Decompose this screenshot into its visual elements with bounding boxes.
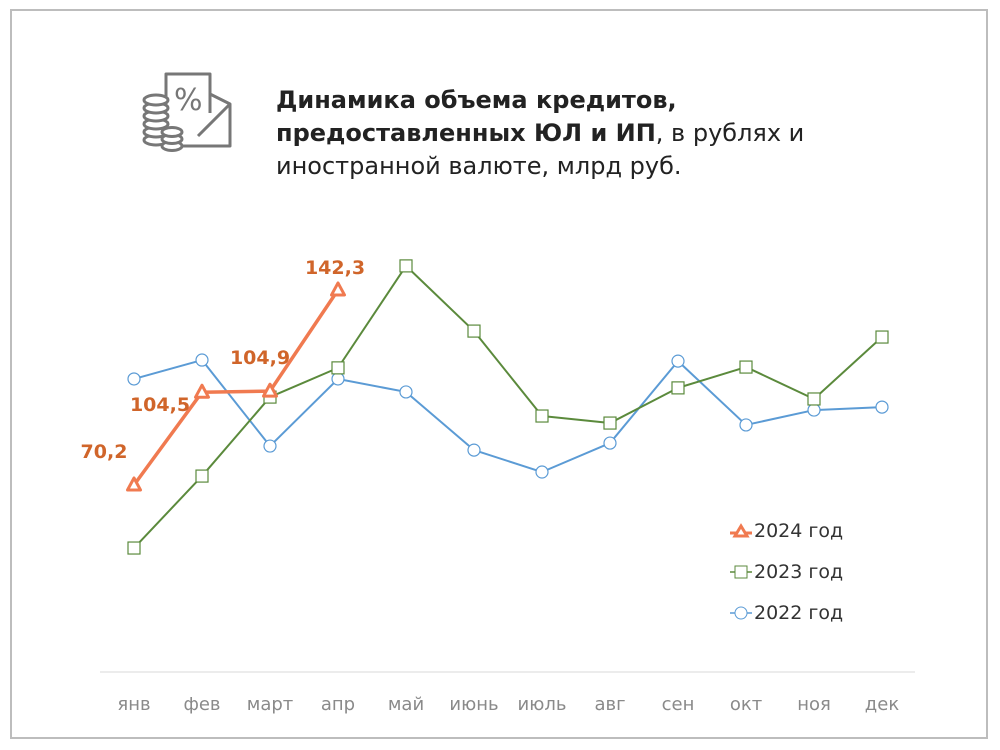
x-tick-label: янв [117, 694, 150, 715]
title-bold: Динамика объема кредитов, предоставленны… [276, 86, 677, 147]
data-point [263, 439, 277, 453]
x-tick-label: дек [865, 694, 900, 715]
x-tick-label: июль [518, 694, 567, 715]
chart-frame [10, 9, 988, 739]
data-point [126, 476, 142, 492]
data-label: 142,3 [305, 257, 365, 279]
x-tick-label: авг [594, 694, 625, 715]
series-line-2024 [132, 288, 340, 487]
data-point [467, 324, 481, 338]
series-line-2022 [133, 359, 883, 474]
data-point [671, 381, 685, 395]
data-point [399, 385, 413, 399]
data-point [262, 382, 278, 398]
circle-marker-icon [730, 606, 752, 619]
data-point [875, 400, 889, 414]
legend-label: 2024 год [754, 519, 844, 542]
legend-item-2023: 2023 год [730, 551, 843, 592]
data-point [195, 353, 209, 367]
data-point [127, 541, 141, 555]
data-point [535, 409, 549, 423]
x-tick-label: фев [183, 694, 220, 715]
data-point [535, 465, 549, 479]
data-point [807, 403, 821, 417]
data-point [399, 259, 413, 273]
data-point [467, 443, 481, 457]
data-label: 104,5 [130, 394, 190, 416]
data-point [331, 372, 345, 386]
data-point [194, 383, 210, 399]
x-tick-label: май [388, 694, 424, 715]
data-label: 70,2 [81, 441, 128, 463]
data-point [739, 360, 753, 374]
x-tick-label: ноя [797, 694, 831, 715]
x-tick-label: апр [321, 694, 355, 715]
data-point [195, 469, 209, 483]
legend-item-2022: 2022 год [730, 592, 843, 633]
x-tick-label: окт [730, 694, 762, 715]
data-point [330, 281, 346, 297]
square-marker-icon [730, 565, 752, 578]
title-regular: , в рублях и иностранной валюте, млрд ру… [276, 119, 805, 180]
data-point [671, 354, 685, 368]
legend-label: 2022 год [754, 601, 844, 624]
x-tick-label: сен [662, 694, 695, 715]
data-point [875, 330, 889, 344]
percent-envelope-coins-icon: % [142, 72, 232, 152]
legend-item-2024: 2024 год [730, 510, 843, 551]
data-point [603, 416, 617, 430]
chart-title: Динамика объема кредитов, предоставленны… [276, 84, 916, 183]
series-line-2023 [133, 264, 883, 549]
data-point [807, 392, 821, 406]
legend-label: 2023 год [754, 560, 844, 583]
x-tick-label: март [247, 694, 294, 715]
data-point [739, 418, 753, 432]
svg-text:%: % [174, 83, 203, 118]
x-tick-label: июнь [449, 694, 498, 715]
data-point [127, 372, 141, 386]
legend: 2024 год 2023 год 2022 год [730, 510, 843, 633]
data-point [331, 361, 345, 375]
data-label: 104,9 [230, 347, 290, 369]
triangle-marker-icon [730, 522, 752, 537]
data-point [603, 436, 617, 450]
